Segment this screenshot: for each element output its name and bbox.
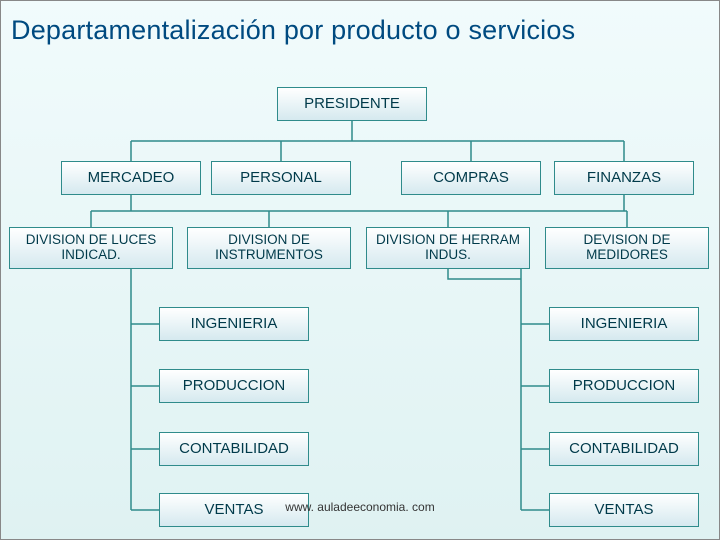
node-produccion-right: PRODUCCION (549, 369, 699, 403)
node-mercadeo: MERCADEO (61, 161, 201, 195)
node-contabilidad-right: CONTABILIDAD (549, 432, 699, 466)
node-ingenieria-right: INGENIERIA (549, 307, 699, 341)
node-presidente: PRESIDENTE (277, 87, 427, 121)
node-div-herramientas: DIVISION DE HERRAM INDUS. (366, 227, 530, 269)
node-compras: COMPRAS (401, 161, 541, 195)
node-label: DEVISION DE MEDIDORES (550, 233, 704, 263)
node-produccion-left: PRODUCCION (159, 369, 309, 403)
node-label: PRODUCCION (573, 378, 676, 395)
node-finanzas: FINANZAS (554, 161, 694, 195)
footer-url: www. auladeeconomia. com (1, 500, 719, 514)
node-personal: PERSONAL (211, 161, 351, 195)
node-label: MERCADEO (88, 170, 175, 187)
node-label: PERSONAL (240, 170, 322, 187)
node-label: CONTABILIDAD (179, 441, 289, 458)
node-ingenieria-left: INGENIERIA (159, 307, 309, 341)
node-label: DIVISION DE HERRAM INDUS. (371, 233, 525, 263)
node-label: INGENIERIA (191, 316, 278, 333)
slide-title: Departamentalización por producto o serv… (11, 15, 709, 46)
node-label: COMPRAS (433, 170, 509, 187)
node-contabilidad-left: CONTABILIDAD (159, 432, 309, 466)
node-label: FINANZAS (587, 170, 661, 187)
node-label: DIVISION DE INSTRUMENTOS (192, 233, 346, 263)
node-div-medidores: DEVISION DE MEDIDORES (545, 227, 709, 269)
node-label: PRODUCCION (183, 378, 286, 395)
node-label: CONTABILIDAD (569, 441, 679, 458)
node-div-instrumentos: DIVISION DE INSTRUMENTOS (187, 227, 351, 269)
node-label: DIVISION DE LUCES INDICAD. (14, 233, 168, 263)
slide: Departamentalización por producto o serv… (0, 0, 720, 540)
node-div-luces: DIVISION DE LUCES INDICAD. (9, 227, 173, 269)
node-label: INGENIERIA (581, 316, 668, 333)
node-label: PRESIDENTE (304, 96, 400, 113)
